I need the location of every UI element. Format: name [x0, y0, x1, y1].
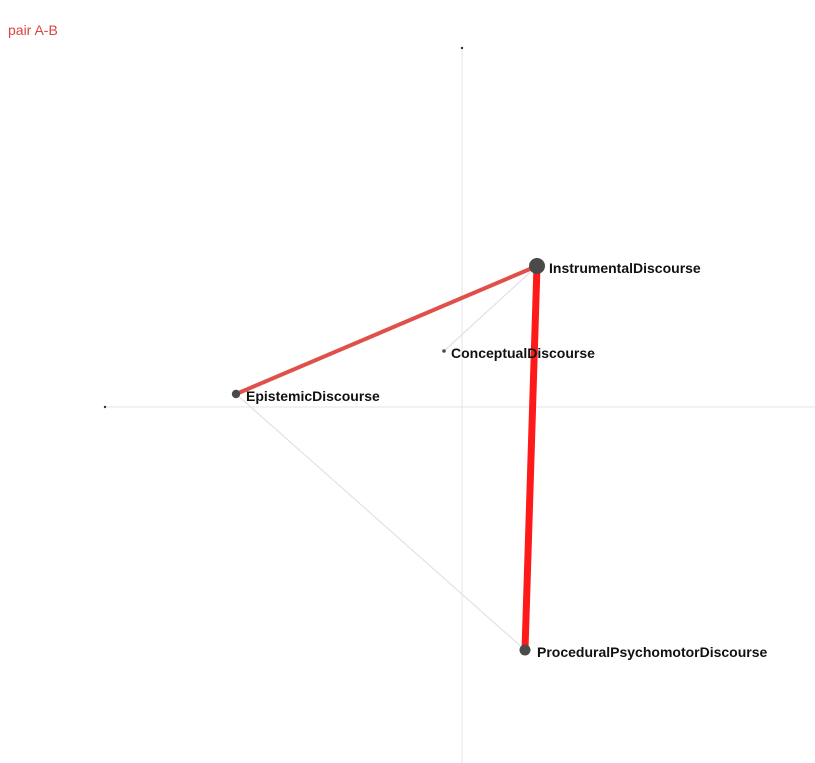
node-label-conceptual: ConceptualDiscourse: [451, 345, 595, 361]
node-procedural[interactable]: [519, 644, 531, 656]
node-label-instrumental: InstrumentalDiscourse: [549, 260, 701, 276]
node-labels: InstrumentalDiscourse ConceptualDiscourse…: [246, 260, 768, 660]
edge-instrumental-procedural: [521, 262, 541, 654]
axes: [103, 46, 815, 763]
node-epistemic[interactable]: [231, 389, 241, 399]
edge-epistemic-procedural: [235, 393, 526, 651]
x-axis-end-dot: [103, 405, 107, 409]
edges: [234, 262, 541, 654]
edge-epistemic-instrumental: [234, 264, 539, 396]
node-instrumental[interactable]: [529, 258, 545, 274]
node-label-epistemic: EpistemicDiscourse: [246, 388, 380, 404]
nodes: [231, 258, 545, 656]
edge-conceptual-instrumental: [443, 265, 538, 352]
y-axis-end-dot: [460, 46, 464, 50]
node-label-procedural: ProceduralPsychomotorDiscourse: [537, 644, 768, 660]
node-conceptual[interactable]: [442, 349, 446, 353]
pair-label: pair A-B: [8, 22, 58, 38]
